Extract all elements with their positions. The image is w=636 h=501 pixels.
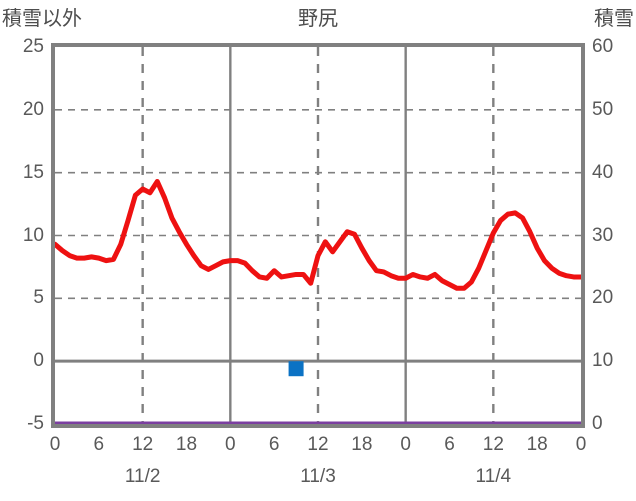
y2-tick-label-2: 40 (592, 161, 614, 183)
day-label-0: 11/2 (124, 466, 161, 487)
day-label-1: 11/3 (300, 466, 336, 487)
y-tick-label-0: 25 (22, 36, 44, 57)
y2-tick-label-1: 50 (592, 98, 614, 120)
chart-title: 野尻 (298, 8, 338, 30)
x-tick-label-5: 6 (268, 434, 280, 455)
x-tick-label-7: 18 (351, 434, 373, 455)
series-line-0 (55, 178, 581, 291)
plot-area[interactable] (51, 43, 585, 428)
x-tick-label-10: 12 (482, 434, 504, 455)
y-tick-label-3: 10 (22, 224, 44, 246)
x-tick-label-1: 6 (93, 434, 105, 455)
y-tick-label-6: -5 (27, 413, 44, 434)
y-tick-label-2: 15 (22, 161, 44, 183)
x-tick-label-11: 18 (526, 434, 548, 455)
y-tick-label-4: 5 (33, 287, 44, 309)
plot-inner (55, 47, 581, 424)
x-tick-label-4: 0 (225, 434, 236, 455)
y-tick-label-1: 20 (22, 98, 44, 120)
snow-depth-marker[interactable] (288, 361, 304, 377)
day-label-2: 11/4 (475, 466, 512, 487)
chart-canvas (55, 47, 581, 424)
x-tick-label-0: 0 (49, 434, 61, 455)
y2-tick-label-4: 20 (592, 287, 614, 309)
x-tick-label-12: 0 (575, 434, 587, 455)
y2-tick-label-6: 0 (592, 413, 603, 434)
x-tick-label-8: 0 (400, 434, 411, 455)
left-axis-title: 積雪以外 (2, 8, 82, 30)
right-axis-title: 積雪 (594, 8, 634, 30)
x-tick-label-2: 12 (132, 434, 154, 455)
y2-tick-label-0: 60 (592, 36, 614, 57)
y2-tick-label-5: 10 (592, 350, 614, 372)
y-tick-label-5: 0 (33, 350, 44, 372)
y2-tick-label-3: 30 (592, 224, 614, 246)
x-tick-label-9: 6 (444, 434, 455, 455)
x-tick-label-3: 18 (175, 434, 198, 455)
x-tick-label-6: 12 (307, 434, 329, 455)
